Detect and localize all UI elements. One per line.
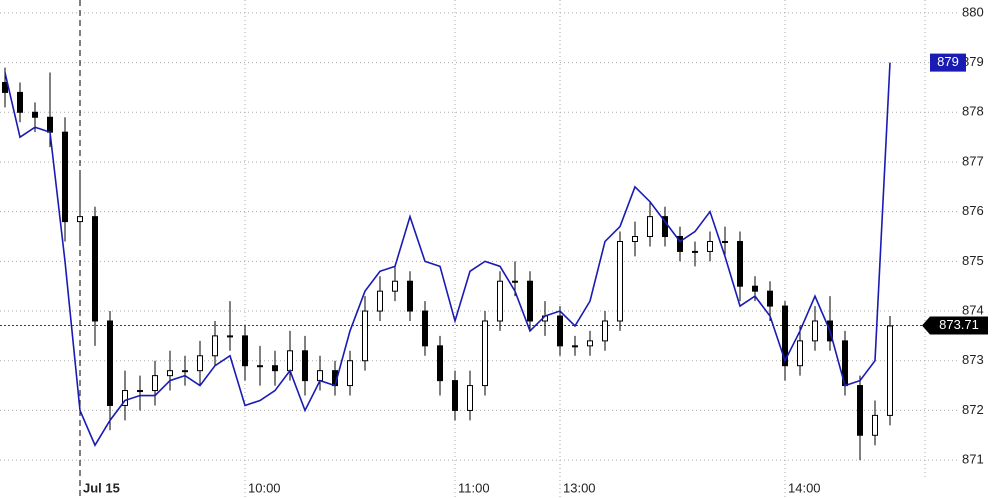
last-value-box [930,53,966,72]
y-tick-label: 872 [962,402,984,417]
candle-body [137,390,143,393]
candle-body [317,370,323,382]
y-tick-label: 871 [962,452,984,467]
candle-body [62,131,68,223]
last-value-label: 879 [937,54,959,69]
x-tick-label: Jul 15 [83,480,120,495]
candle-body [257,365,263,368]
x-tick-label: 11:00 [458,480,490,495]
candle-body [782,305,788,367]
candle-body [407,280,413,312]
candle-body [422,310,428,347]
reference-label: 873.71 [939,317,979,332]
candle-body [797,340,803,367]
candle-body [722,240,728,243]
candle-body [647,216,653,238]
candle-body [557,315,563,347]
candle-body [152,375,158,392]
x-tick-label: 10:00 [248,480,281,495]
candle-body [452,380,458,411]
y-tick-label: 873 [962,352,984,367]
candle-body [482,320,488,387]
y-tick-label: 875 [962,253,984,268]
candle-body [77,216,83,223]
candle-body [512,280,518,283]
x-tick-label: 14:00 [788,480,821,495]
candle-body [302,350,308,382]
candle-body [602,320,608,342]
y-tick-label: 880 [962,4,984,19]
candle-body [212,335,218,357]
candle-body [107,320,113,406]
candle-body [812,320,818,342]
candle-body [767,290,773,307]
candle-body [692,250,698,253]
candle-body [347,360,353,387]
candle-body [182,370,188,373]
candle-body [122,390,128,406]
candle-body [632,236,638,242]
candle-body [752,285,758,292]
candle-body [242,335,248,367]
candle-body [227,335,233,338]
x-tick-label: 13:00 [563,480,596,495]
candle-body [872,414,878,436]
candle-body [167,370,173,377]
candle-body [887,325,893,416]
y-tick-label: 877 [962,153,984,168]
candle-body [2,81,8,93]
candle-body [737,240,743,287]
y-tick-label: 879 [962,54,984,69]
reference-box [922,316,988,335]
candle-body [437,345,443,382]
candle-body [857,385,863,436]
candle-body [392,280,398,292]
candle-body [587,340,593,347]
price-line [4,62,891,447]
candle-body [467,385,473,411]
candle-body [287,350,293,372]
candle-body [527,280,533,322]
y-tick-label: 878 [962,104,984,119]
candle-body [707,240,713,252]
candle-body [677,236,683,252]
candle-body [47,116,53,133]
candle-body [377,290,383,312]
y-tick-label: 876 [962,203,984,218]
candle-body [497,280,503,322]
candle-body [617,240,623,322]
candle-body [662,216,668,238]
candle-body [92,216,98,322]
candle-body [197,355,203,372]
candle-body [17,91,23,113]
y-tick-label: 874 [962,302,984,317]
candle-body [362,310,368,362]
candle-body [572,345,578,348]
candle-body [272,365,278,372]
candle-body [32,111,38,118]
